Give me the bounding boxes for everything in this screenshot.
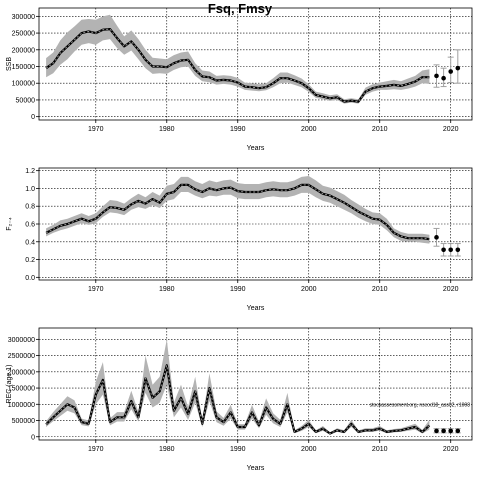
x-tick-label: 1980 — [159, 446, 175, 453]
confidence-band — [46, 14, 430, 104]
y-tick-label: 0.2 — [25, 257, 35, 264]
confidence-band — [46, 339, 430, 435]
x-tick-label: 2010 — [372, 126, 388, 133]
projection-point — [455, 428, 461, 434]
projection-point — [448, 247, 454, 253]
y-tick-label: 1.0 — [25, 186, 35, 193]
panel-ssb: 1970 1980 1990 2000 2010 2020 0 50000 100000 1500… — [6, 7, 473, 152]
y-tick-label: 1000000 — [8, 402, 35, 409]
x-tick-label: 2020 — [443, 446, 459, 453]
projection-point — [441, 75, 446, 81]
confidence-band — [46, 176, 430, 244]
x-tick-label: 1990 — [230, 446, 246, 453]
x-tick-label: 1990 — [230, 126, 246, 133]
projection-point — [434, 235, 439, 240]
y-axis-title: F₂₋₄ — [6, 217, 13, 231]
estimate-line-dash — [45, 184, 430, 240]
source-note: stockassessment.org, nscod18_ass02, r100… — [370, 402, 471, 408]
projection-point — [434, 428, 439, 434]
x-tick-label: 1970 — [88, 126, 104, 133]
projection-point — [441, 247, 446, 253]
projection-point — [441, 428, 446, 434]
estimate-line-dash — [45, 365, 430, 435]
x-tick-label: 1970 — [88, 286, 104, 293]
x-tick-label: 1990 — [230, 286, 246, 293]
projection-point — [455, 247, 461, 253]
y-tick-label: 0 — [31, 434, 35, 441]
y-tick-label: 1500000 — [8, 386, 35, 393]
x-tick-label: 2010 — [372, 446, 388, 453]
y-tick-label: 250000 — [12, 31, 35, 38]
x-tick-label: 2010 — [372, 286, 388, 293]
projection-point — [434, 73, 439, 79]
chart-title: Fsq, Fmsy — [207, 1, 273, 16]
projection-point — [448, 428, 454, 434]
y-tick-label: 0.8 — [25, 204, 35, 211]
x-tick-label: 1970 — [88, 446, 104, 453]
y-tick-label: 50000 — [16, 97, 36, 104]
y-tick-label: 300000 — [12, 14, 35, 21]
y-axis-title: REC (age 1) — [6, 365, 13, 404]
y-tick-label: 0.0 — [25, 275, 35, 282]
y-tick-label: 1.2 — [25, 168, 35, 175]
panel-rec: 1970 1980 1990 2000 2010 2020 0 500000 1000000 15… — [6, 327, 473, 472]
x-tick-label: 1980 — [159, 286, 175, 293]
x-tick-label: 2000 — [301, 446, 317, 453]
x-tick-label: 2020 — [443, 126, 459, 133]
y-tick-label: 200000 — [12, 47, 35, 54]
x-tick-label: 2020 — [443, 286, 459, 293]
y-tick-label: 3000000 — [8, 337, 35, 344]
x-tick-label: 2000 — [301, 286, 317, 293]
x-axis-title: Years — [247, 305, 265, 312]
estimate-line — [45, 28, 430, 103]
projection-point — [448, 69, 454, 74]
x-axis-title: Years — [247, 465, 265, 472]
y-tick-label: 2000000 — [8, 369, 35, 376]
y-tick-label: 0 — [31, 114, 35, 121]
projection-point — [455, 65, 461, 71]
y-tick-label: 0.6 — [25, 222, 35, 229]
y-tick-label: 150000 — [12, 64, 35, 71]
y-tick-label: 0.4 — [25, 239, 35, 246]
x-tick-label: 2000 — [301, 126, 317, 133]
plot-frame — [38, 7, 473, 121]
plot-frame — [38, 327, 473, 441]
y-tick-label: 100000 — [12, 81, 35, 88]
x-axis-title: Years — [247, 145, 265, 152]
x-tick-label: 1980 — [159, 126, 175, 133]
panel-f: 1970 1980 1990 2000 2010 2020 0.0 0.2 0.4 0.6 0.8 1… — [6, 167, 473, 312]
y-tick-label: 2500000 — [8, 353, 35, 360]
y-axis-title: SSB — [6, 57, 13, 71]
y-tick-label: 500000 — [12, 418, 35, 425]
